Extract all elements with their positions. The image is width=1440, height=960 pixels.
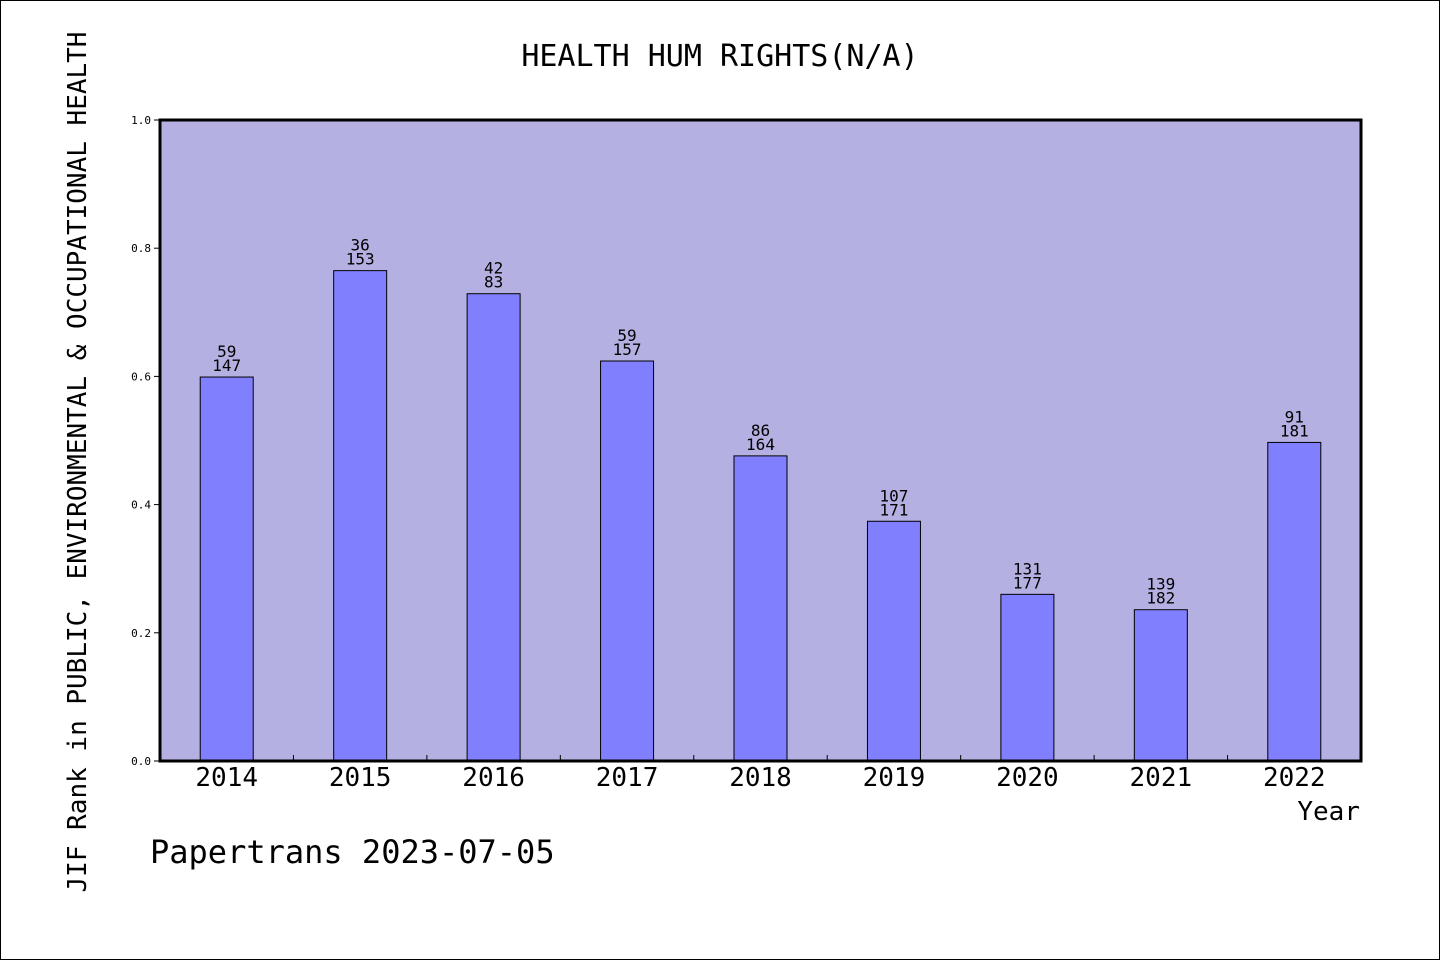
bar-total-label: 147 [212,356,241,375]
bar-rank-label: 59 [617,326,636,345]
y-tick-label: 1.0 [131,114,151,127]
bar-rank-label: 107 [879,486,908,505]
bar-2019 [866,520,921,762]
y-tick-label: 0.4 [131,499,151,512]
bar-2021 [1133,609,1188,762]
bar-rank-label: 42 [484,259,503,278]
x-tick-label: 2016 [462,763,525,793]
bar-2022 [1267,441,1322,762]
plot-area: 0.00.20.40.60.81.05914720143615320154283… [131,114,1363,793]
x-tick-label: 2020 [996,763,1059,793]
bar-2014 [199,376,254,762]
footer-watermark: Papertrans 2023-07-05 [150,833,555,871]
bar-total-label: 182 [1146,589,1175,608]
x-tick-label: 2021 [1130,763,1193,793]
y-axis-label: JIF Rank in PUBLIC, ENVIRONMENTAL & OCCU… [63,32,93,893]
bar-rank-label: 36 [351,236,370,255]
bar-total-label: 177 [1013,573,1042,592]
bar-total-label: 153 [346,250,375,269]
bar-total-label: 157 [613,340,642,359]
bar-rank-label: 131 [1013,559,1042,578]
x-tick-label: 2018 [729,763,792,793]
bar-rank-label: 86 [751,421,770,440]
x-axis-label: Year [1297,797,1360,827]
x-tick-label: 2014 [195,763,258,793]
y-tick-label: 0.8 [131,242,151,255]
bar-2020 [1000,593,1055,762]
bar-rank-label: 59 [217,342,236,361]
x-tick-label: 2017 [596,763,659,793]
bar-2015 [333,270,388,762]
bar-rank-label: 139 [1146,575,1175,594]
bar-total-label: 83 [484,273,503,292]
bar-total-label: 171 [879,500,908,519]
x-tick-label: 2015 [329,763,392,793]
x-tick-label: 2022 [1263,763,1326,793]
y-tick-label: 0.0 [131,755,151,768]
bar-2017 [600,360,655,762]
bar-rank-label: 91 [1285,407,1304,426]
y-tick-label: 0.2 [131,627,151,640]
bar-2016 [466,293,521,762]
chart-title: HEALTH HUM RIGHTS(N/A) [521,39,918,74]
bar-total-label: 164 [746,435,775,454]
bar-total-label: 181 [1280,421,1309,440]
plot-border [158,118,1363,763]
x-tick-label: 2019 [863,763,926,793]
bar-2018 [733,455,788,762]
y-tick-label: 0.6 [131,370,151,383]
